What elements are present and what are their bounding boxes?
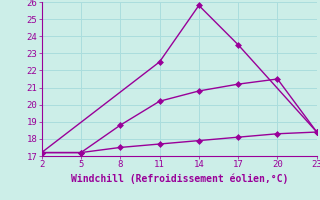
X-axis label: Windchill (Refroidissement éolien,°C): Windchill (Refroidissement éolien,°C): [70, 173, 288, 184]
